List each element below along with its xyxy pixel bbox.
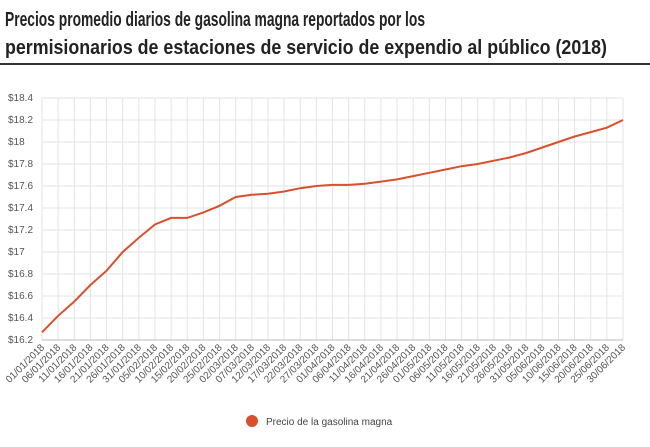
y-tick-label: $16.4	[8, 313, 33, 324]
y-tick-label: $17.6	[8, 181, 33, 192]
y-tick-label: $17.8	[8, 159, 33, 170]
y-tick-label: $18.2	[8, 115, 33, 126]
y-tick-label: $16.6	[8, 291, 33, 302]
y-tick-label: $17.2	[8, 225, 33, 236]
y-tick-label: $18.4	[8, 93, 33, 104]
chart-title: Precios promedio diarios de gasolina mag…	[5, 9, 425, 31]
legend-swatch	[246, 415, 258, 427]
y-tick-label: $16.8	[8, 269, 33, 280]
chart-title: permisionarios de estaciones de servicio…	[5, 37, 607, 59]
legend-label: Precio de la gasolina magna	[266, 417, 393, 428]
y-tick-label: $16.2	[8, 335, 33, 346]
y-tick-label: $18	[8, 137, 25, 148]
y-tick-label: $17	[8, 247, 25, 258]
line	[41, 119, 624, 333]
y-tick-label: $17.4	[8, 203, 33, 214]
